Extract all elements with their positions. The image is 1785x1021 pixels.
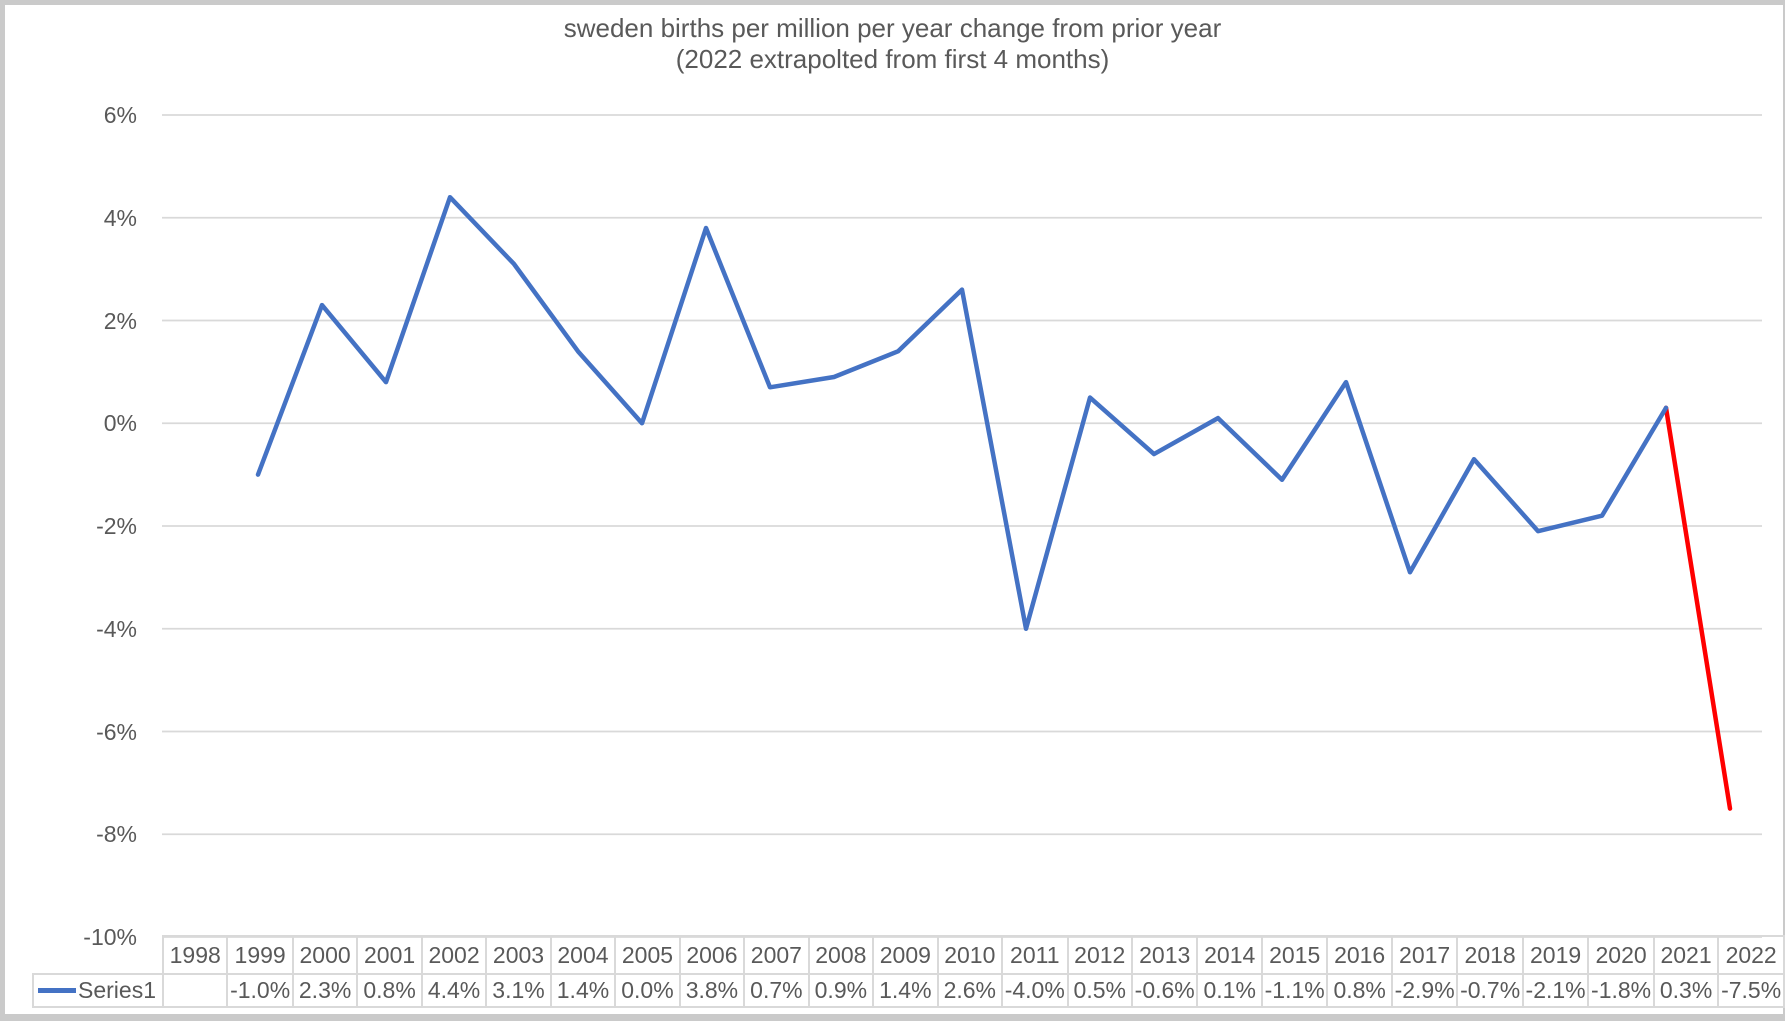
value-cell: 0.8% [356, 973, 423, 1008]
series1-legend-swatch [38, 988, 76, 993]
value-cell: -0.6% [1130, 973, 1199, 1008]
year-header-cell: 2010 [936, 935, 1004, 975]
y-tick-label: 4% [103, 204, 137, 231]
value-cell: -0.7% [1456, 973, 1524, 1008]
year-header-cell: 2002 [420, 935, 488, 975]
y-tick-label: 6% [103, 102, 137, 128]
year-header-cell: 2008 [807, 935, 875, 975]
year-header-cell: 2000 [291, 935, 359, 975]
year-header-cell: 2015 [1260, 935, 1329, 975]
value-cell: 4.4% [420, 973, 488, 1008]
value-cell: -1.1% [1260, 973, 1329, 1008]
value-cell: -4.0% [1001, 973, 1069, 1008]
year-header-cell: 2006 [678, 935, 746, 975]
data-table: 1998 1999 2000 2001 2002 2003 2004 2005 2006 2007… [31, 935, 1785, 1008]
chart-subtitle: (2022 extrapolted from first 4 months) [675, 44, 1110, 74]
value-cell: -1.0% [226, 973, 294, 1008]
value-cell: 0.5% [1066, 973, 1133, 1008]
series1-legend-label: Series1 [78, 977, 156, 1003]
value-cell: 1.4% [872, 973, 939, 1008]
table-corner-cell [33, 936, 163, 974]
value-cell: 3.8% [678, 973, 746, 1008]
year-header-cell: 2013 [1130, 935, 1199, 975]
y-tick-label: 0% [103, 410, 137, 437]
year-header-cell: 2003 [485, 935, 552, 975]
year-header-cell: 2014 [1196, 935, 1263, 975]
year-header-cell: 2011 [1001, 935, 1069, 975]
year-header-cell: 2005 [614, 935, 681, 975]
legend-cell: Series1 [31, 973, 165, 1008]
value-cell: 0.7% [743, 973, 810, 1008]
value-cell: 0.9% [807, 973, 875, 1008]
year-header-cell: 2020 [1587, 935, 1655, 975]
y-tick-label: -6% [96, 718, 137, 745]
year-header-cell: 2017 [1390, 935, 1459, 975]
value-cell: -7.5% [1717, 973, 1785, 1008]
value-cell: 0.3% [1652, 973, 1720, 1008]
value-cell: 2.3% [291, 973, 359, 1008]
year-header-cell: 2021 [1652, 935, 1720, 975]
value-cell [162, 973, 229, 1008]
value-cell: -1.8% [1587, 973, 1655, 1008]
y-tick-label: -2% [96, 513, 137, 539]
y-tick-label: -4% [96, 615, 137, 642]
y-tick-label: -10% [83, 924, 137, 950]
year-header-cell: 1998 [162, 935, 229, 975]
value-cell: 0.0% [614, 973, 681, 1008]
year-header-cell: 2019 [1521, 935, 1590, 975]
year-header-cell: 2009 [872, 935, 939, 975]
series1-line [255, 194, 1669, 631]
year-header-cell: 2018 [1456, 935, 1524, 975]
value-cell: 0.8% [1326, 973, 1393, 1008]
year-header-cell: 2012 [1066, 935, 1133, 975]
chart-title: sweden births per million per year chang… [563, 13, 1222, 43]
year-header-cell: 2001 [356, 935, 423, 975]
value-cell: -2.9% [1390, 973, 1459, 1008]
year-header-cell: 2004 [549, 935, 617, 975]
extrapolated-2022-segment [1663, 405, 1733, 811]
value-cell: 3.1% [485, 973, 552, 1008]
y-tick-label: 2% [103, 307, 137, 334]
year-header-cell: 2007 [743, 935, 810, 975]
year-header-cell: 2016 [1326, 935, 1393, 975]
year-header-cell: 1999 [226, 935, 294, 975]
chart-title-block: sweden births per million per year chang… [0, 13, 1785, 75]
chart-canvas [5, 5, 1783, 1014]
year-header-cell: 2022 [1717, 935, 1785, 975]
value-cell: 2.6% [936, 973, 1004, 1008]
y-tick-label: -8% [96, 821, 137, 848]
value-cell: 1.4% [549, 973, 617, 1008]
value-cell: -2.1% [1521, 973, 1590, 1008]
value-cell: 0.1% [1196, 973, 1263, 1008]
